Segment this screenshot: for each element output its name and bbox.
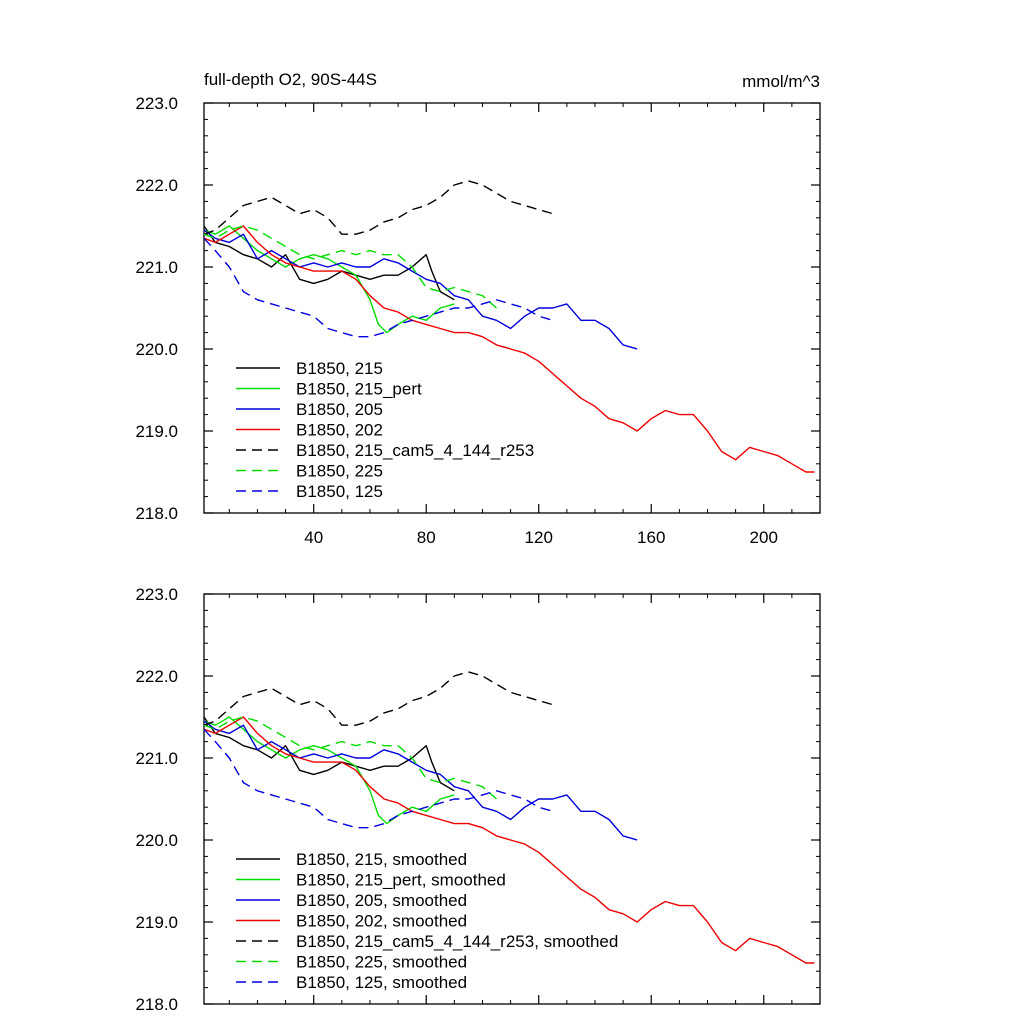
x-tick-label: 120 bbox=[525, 528, 553, 547]
series-line-b1850-125 bbox=[203, 237, 553, 338]
series-line-b1850-215-cam5-4-144-r253 bbox=[203, 180, 553, 235]
x-tick-label: 200 bbox=[750, 528, 778, 547]
y-tick-label: 219.0 bbox=[135, 422, 178, 441]
legend-label: B1850, 215 bbox=[296, 359, 383, 378]
legend-label: B1850, 205 bbox=[296, 400, 383, 419]
x-tick-label: 40 bbox=[304, 528, 323, 547]
series-line-b1850-205 bbox=[203, 229, 638, 350]
y-tick-label: 223.0 bbox=[135, 94, 178, 113]
series-layer bbox=[203, 671, 815, 964]
y-tick-label: 219.0 bbox=[135, 913, 178, 932]
y-tick-label: 218.0 bbox=[135, 995, 178, 1014]
legend: B1850, 215, smoothed B1850, 215_pert, smo… bbox=[236, 850, 618, 992]
series-line-b1850-205-smoothed bbox=[203, 720, 638, 841]
series-line-b1850-215 bbox=[203, 225, 455, 301]
series-line-b1850-215-pert-smoothed bbox=[203, 716, 455, 825]
legend-label: B1850, 215_pert, smoothed bbox=[296, 871, 506, 890]
series-line-b1850-225-smoothed bbox=[203, 716, 497, 800]
axis-ticks: 218.0 219.0 220.0 221.0 222.0 223.0 40 80 120 160… bbox=[135, 94, 821, 547]
series-layer bbox=[203, 180, 815, 473]
y-tick-label: 221.0 bbox=[135, 749, 178, 768]
legend-label: B1850, 125, smoothed bbox=[296, 973, 467, 992]
legend-label: B1850, 225 bbox=[296, 462, 383, 481]
chart-top-panel: full-depth O2, 90S-44S mmol/m^3 218.0 219… bbox=[135, 70, 821, 547]
legend-label: B1850, 225, smoothed bbox=[296, 953, 467, 972]
series-line-b1850-202 bbox=[203, 225, 815, 473]
plot-frame bbox=[203, 102, 821, 514]
chart-bottom-panel: 218.0 219.0 220.0 221.0 222.0 223.0 B1850, 21… bbox=[135, 585, 821, 1014]
chart-units: mmol/m^3 bbox=[742, 72, 820, 91]
legend-label: B1850, 215_cam5_4_144_r253 bbox=[296, 441, 534, 460]
x-tick-label: 80 bbox=[417, 528, 436, 547]
y-tick-label: 222.0 bbox=[135, 176, 178, 195]
series-line-b1850-215-pert bbox=[203, 225, 455, 334]
y-tick-label: 222.0 bbox=[135, 667, 178, 686]
legend-label: B1850, 205, smoothed bbox=[296, 891, 467, 910]
y-tick-label: 220.0 bbox=[135, 831, 178, 850]
legend-label: B1850, 125 bbox=[296, 482, 383, 501]
axis-ticks: 218.0 219.0 220.0 221.0 222.0 223.0 bbox=[135, 585, 821, 1014]
series-line-b1850-125-smoothed bbox=[203, 728, 553, 829]
y-tick-label: 218.0 bbox=[135, 504, 178, 523]
y-tick-label: 221.0 bbox=[135, 258, 178, 277]
legend-label: B1850, 215_pert bbox=[296, 380, 422, 399]
y-tick-label: 223.0 bbox=[135, 585, 178, 604]
legend-label: B1850, 215, smoothed bbox=[296, 850, 467, 869]
legend-label: B1850, 202 bbox=[296, 421, 383, 440]
x-tick-label: 160 bbox=[637, 528, 665, 547]
y-tick-label: 220.0 bbox=[135, 340, 178, 359]
series-line-b1850-202-smoothed bbox=[203, 716, 815, 964]
legend-label: B1850, 215_cam5_4_144_r253, smoothed bbox=[296, 932, 618, 951]
series-line-b1850-225 bbox=[203, 225, 497, 309]
series-line-b1850-215-smoothed bbox=[203, 716, 455, 792]
legend-label: B1850, 202, smoothed bbox=[296, 912, 467, 931]
series-line-b1850-215-cam5-4-144-r253-smoothed bbox=[203, 671, 553, 726]
chart-title: full-depth O2, 90S-44S bbox=[204, 70, 377, 89]
plot-frame bbox=[203, 593, 821, 1005]
